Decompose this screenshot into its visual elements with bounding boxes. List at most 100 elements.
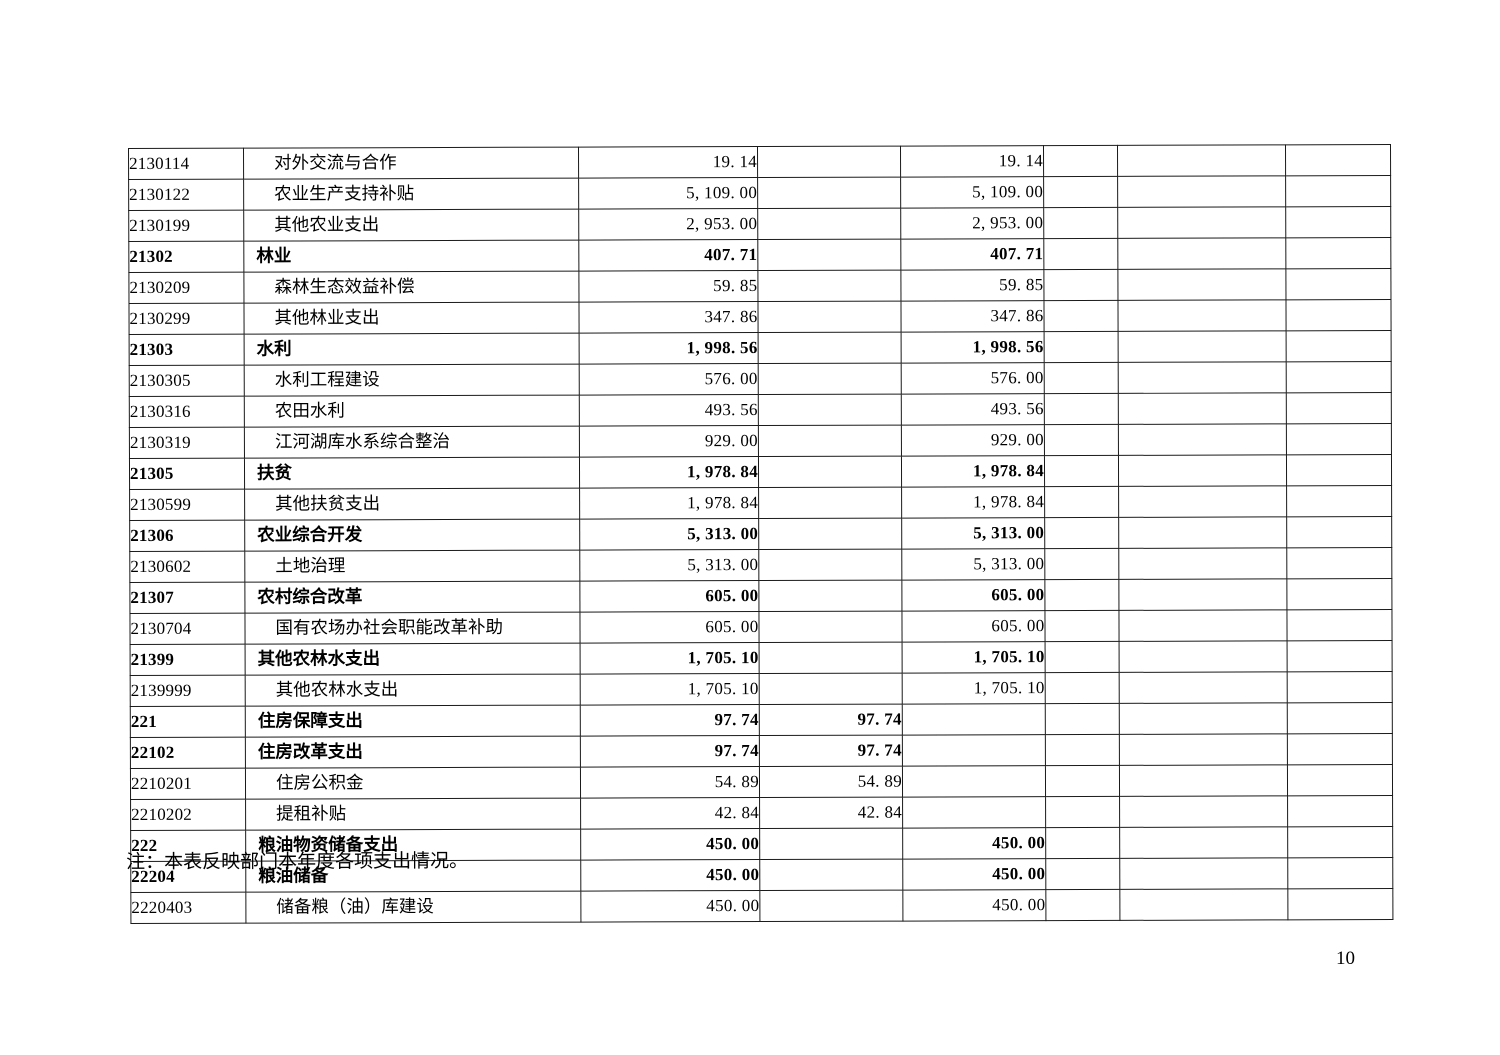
table-row: 21399 其他农林水支出 1, 705. 10 1, 705. 10: [130, 640, 1393, 676]
cell-amount-8: [1287, 857, 1393, 889]
table-row: 21306 农业综合开发 5, 313. 00 5, 313. 00: [129, 516, 1392, 552]
cell-amount-8: [1286, 392, 1392, 424]
cell-amount-4: [757, 146, 901, 178]
table-row: 22102 住房改革支出 97. 74 97. 74: [130, 733, 1393, 769]
cell-total-amount: 576. 00: [579, 363, 759, 396]
cell-total-amount: 1, 998. 56: [579, 332, 759, 365]
cell-amount-5: [902, 796, 1046, 829]
cell-amount-6: [1044, 579, 1119, 611]
cell-amount-6: [1043, 300, 1119, 332]
cell-amount-7: [1119, 764, 1288, 797]
cell-amount-4: [758, 363, 902, 395]
cell-amount-4: [758, 487, 902, 519]
cell-code: 2130199: [128, 210, 244, 242]
cell-amount-8: [1286, 547, 1392, 579]
cell-amount-5: 1, 705. 10: [902, 672, 1046, 705]
cell-amount-8: [1287, 826, 1393, 858]
cell-amount-6: [1044, 610, 1120, 642]
cell-code: 2130316: [129, 396, 245, 428]
cell-amount-6: [1044, 486, 1119, 518]
cell-amount-5: 19. 14: [900, 145, 1044, 178]
cell-amount-5: 450. 00: [902, 827, 1046, 860]
cell-amount-6: [1045, 703, 1120, 735]
cell-total-amount: 19. 14: [578, 146, 758, 179]
cell-code: 2130209: [128, 272, 244, 304]
table-row: 2210202 提租补贴 42. 84 42. 84: [130, 795, 1393, 831]
cell-item-name: 其他农林水支出: [245, 674, 581, 707]
cell-item-name: 水利工程建设: [244, 364, 580, 397]
cell-amount-7: [1119, 888, 1288, 921]
page-number: 10: [1336, 948, 1355, 969]
cell-amount-4: [758, 549, 902, 581]
cell-item-name: 农村综合改革: [244, 581, 580, 614]
cell-code: 21306: [129, 520, 245, 552]
cell-item-name: 住房公积金: [245, 767, 581, 800]
cell-amount-6: [1043, 238, 1118, 270]
cell-amount-4: [758, 332, 902, 364]
cell-code: 21302: [128, 241, 244, 273]
cell-amount-8: [1285, 175, 1391, 207]
table-row: 2130704 国有农场办社会职能改革补助 605. 00 605. 00: [129, 609, 1393, 645]
cell-amount-7: [1118, 423, 1287, 456]
cell-total-amount: 42. 84: [580, 797, 760, 830]
cell-amount-5: 1, 978. 84: [901, 455, 1045, 488]
cell-total-amount: 605. 00: [579, 580, 759, 613]
cell-amount-6: [1044, 455, 1119, 487]
cell-total-amount: 450. 00: [580, 828, 760, 861]
cell-amount-7: [1118, 361, 1287, 394]
cell-total-amount: 5, 313. 00: [579, 549, 759, 582]
cell-amount-6: [1045, 889, 1120, 921]
cell-amount-4: [758, 518, 902, 550]
cell-item-name: 其他农业支出: [243, 209, 579, 242]
cell-amount-5: 347. 86: [900, 300, 1045, 333]
cell-item-name: 其他农林水支出: [245, 643, 581, 676]
cell-amount-8: [1287, 640, 1393, 672]
cell-amount-7: [1117, 144, 1286, 177]
table-row: 221 住房保障支出 97. 74 97. 74: [130, 702, 1393, 738]
cell-amount-4: [757, 239, 901, 271]
table-row: 2130122 农业生产支持补贴 5, 109. 00 5, 109. 00: [128, 175, 1391, 211]
cell-item-name: 农田水利: [244, 395, 580, 428]
cell-amount-6: [1044, 362, 1119, 394]
cell-amount-7: [1119, 702, 1288, 735]
cell-amount-7: [1117, 237, 1286, 270]
cell-amount-7: [1118, 485, 1287, 518]
table-row: 2139999 其他农林水支出 1, 705. 10 1, 705. 10: [130, 671, 1393, 707]
cell-amount-5: [902, 703, 1046, 736]
cell-total-amount: 347. 86: [578, 301, 759, 334]
cell-amount-8: [1287, 764, 1393, 796]
cell-amount-4: [758, 456, 902, 488]
table-row: 21303 水利 1, 998. 56 1, 998. 56: [129, 330, 1392, 366]
cell-item-name: 提租补贴: [245, 798, 581, 831]
cell-code: 2130114: [128, 148, 244, 180]
cell-amount-4: [759, 642, 903, 674]
expenditure-table: 2130114 对外交流与合作 19. 14 19. 14 2130122 农业生产支持补…: [128, 144, 1393, 924]
cell-code: 2220403: [130, 892, 246, 924]
table-row: 2130209 森林生态效益补偿 59. 85 59. 85: [128, 268, 1391, 304]
cell-code: 2130599: [129, 489, 245, 521]
cell-amount-5: 576. 00: [901, 362, 1045, 395]
cell-code: 22102: [130, 737, 246, 769]
cell-amount-5: 929. 00: [901, 424, 1045, 457]
cell-amount-5: 450. 00: [902, 858, 1046, 891]
cell-amount-6: [1045, 734, 1120, 766]
cell-amount-5: 5, 313. 00: [901, 548, 1045, 581]
cell-total-amount: 450. 00: [580, 859, 760, 892]
cell-total-amount: 59. 85: [578, 270, 758, 303]
cell-amount-8: [1287, 733, 1393, 765]
table-row: 2130319 江河湖库水系综合整治 929. 00 929. 00: [129, 423, 1392, 459]
cell-amount-8: [1286, 609, 1393, 641]
cell-total-amount: 605. 00: [579, 611, 760, 644]
table-row: 2220403 储备粮（油）库建设 450. 00 450. 00: [130, 888, 1393, 924]
cell-amount-7: [1118, 578, 1287, 611]
cell-amount-7: [1119, 795, 1288, 828]
cell-amount-5: 493. 56: [901, 393, 1045, 426]
cell-amount-6: [1045, 796, 1120, 828]
cell-amount-5: 5, 313. 00: [901, 517, 1045, 550]
cell-amount-7: [1117, 206, 1286, 239]
cell-amount-4: 54. 89: [759, 766, 903, 798]
cell-amount-7: [1117, 299, 1287, 332]
cell-amount-5: 407. 71: [900, 238, 1044, 271]
cell-item-name: 水利: [244, 333, 580, 366]
table-row: 2130316 农田水利 493. 56 493. 56: [129, 392, 1392, 428]
